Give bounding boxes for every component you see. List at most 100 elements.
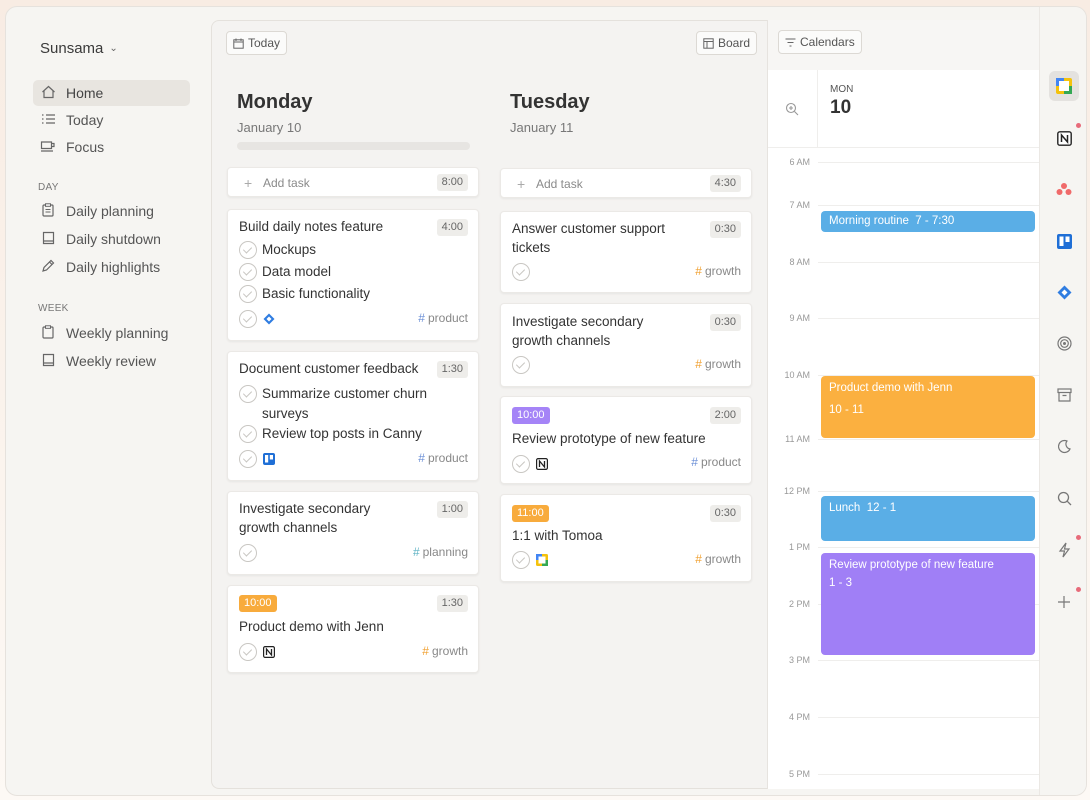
subtask-label: Summarize customer churn [262, 386, 428, 401]
add-task-button[interactable]: + Add task 8:00 [227, 167, 479, 197]
check-circle-icon[interactable] [239, 643, 257, 661]
check-circle-icon[interactable] [239, 285, 257, 303]
subtask[interactable]: Data model [239, 262, 331, 282]
board-button[interactable]: Board [696, 31, 758, 55]
tag-label: growth [431, 644, 468, 658]
hour-label: 2 PM [788, 599, 810, 609]
nav-label: Today [66, 112, 104, 128]
check-circle-icon[interactable] [239, 450, 257, 468]
workspace-switcher[interactable]: Sunsama ⌄ [40, 40, 118, 57]
section-label-week: WEEK [38, 303, 69, 314]
task-card[interactable]: 10:00 2:00 Review prototype of new featu… [500, 396, 752, 484]
calendar-event[interactable]: Lunch 12 - 1 [821, 496, 1035, 541]
task-time: 1:00 [436, 501, 468, 518]
tag[interactable]: # growth [695, 264, 741, 278]
calendar-event[interactable]: Review prototype of new feature 1 - 3 [821, 553, 1035, 655]
check-circle-icon[interactable] [512, 551, 530, 569]
task-card[interactable]: Build daily notes feature 4:00 Mockups D… [227, 209, 479, 341]
lightning-icon[interactable] [1053, 539, 1075, 561]
asana-icon[interactable] [1053, 178, 1075, 200]
clipboard-icon [39, 202, 57, 220]
hour-line [818, 774, 1039, 775]
subtask[interactable]: Mockups [239, 240, 316, 260]
check-circle-icon[interactable] [512, 356, 530, 374]
add-task-button[interactable]: + Add task 4:30 [500, 168, 752, 198]
nav-item-focus[interactable]: Focus [33, 134, 190, 160]
moon-icon[interactable] [1053, 435, 1075, 457]
nav-item-home[interactable]: Home [33, 80, 190, 106]
zoom-in-icon[interactable] [785, 102, 799, 121]
event-time: 7 - 7:30 [915, 215, 955, 227]
event-title: Morning routine [829, 215, 909, 227]
check-circle-icon[interactable] [239, 241, 257, 259]
task-card[interactable]: Investigate secondary growth channels 0:… [500, 303, 752, 387]
trello-icon[interactable] [1053, 230, 1075, 252]
plus-icon[interactable] [1053, 591, 1075, 613]
check-circle-icon[interactable] [239, 544, 257, 562]
tag[interactable]: # product [418, 311, 468, 325]
hour-label: 8 AM [789, 257, 810, 267]
tag[interactable]: # product [418, 451, 468, 465]
target-icon[interactable] [1053, 332, 1075, 354]
hash-icon: # [422, 644, 429, 658]
hour-label: 11 AM [785, 434, 810, 444]
task-card[interactable]: Document customer feedback 1:30 Summariz… [227, 351, 479, 481]
jira-icon[interactable] [1053, 281, 1075, 303]
task-card[interactable]: Answer customer support tickets 0:30 # gr… [500, 211, 752, 293]
tag[interactable]: # growth [695, 357, 741, 371]
calendar-event[interactable]: Morning routine 7 - 7:30 [821, 211, 1035, 232]
subtask[interactable]: Basic functionality [239, 284, 370, 304]
check-circle-icon[interactable] [239, 425, 257, 443]
tag[interactable]: # growth [695, 552, 741, 566]
notification-dot [1076, 123, 1081, 128]
search-icon[interactable] [1053, 487, 1075, 509]
nav-item-weekly-review[interactable]: Weekly review [33, 348, 190, 374]
nav-item-daily-highlights[interactable]: Daily highlights [33, 254, 190, 280]
tag-label: planning [422, 545, 468, 559]
tag[interactable]: # product [691, 455, 741, 469]
task-card[interactable]: Investigate secondary growth channels 1:… [227, 491, 479, 575]
tag[interactable]: # growth [422, 644, 468, 658]
tag[interactable]: # planning [413, 545, 468, 559]
task-title: Review prototype of new feature [512, 431, 706, 446]
day-progress-bar [237, 142, 470, 150]
book-icon [39, 353, 57, 370]
nav-item-weekly-planning[interactable]: Weekly planning [33, 320, 190, 346]
google-calendar-icon[interactable] [1049, 71, 1079, 101]
workspace-name: Sunsama [40, 40, 104, 57]
nav-item-daily-shutdown[interactable]: Daily shutdown [33, 226, 190, 252]
check-circle-icon[interactable] [239, 310, 257, 328]
task-card[interactable]: 10:00 1:30 Product demo with Jenn # growt… [227, 585, 479, 673]
event-title: Product demo with Jenn [829, 382, 953, 394]
tag-label: growth [704, 264, 741, 278]
plus-icon: + [244, 175, 253, 191]
nav-label: Weekly review [66, 353, 156, 369]
check-circle-icon[interactable] [239, 385, 257, 403]
cup-icon [39, 140, 57, 155]
hour-label: 4 PM [788, 712, 810, 722]
task-time: 4:00 [436, 219, 468, 236]
check-circle-icon[interactable] [512, 455, 530, 473]
task-time: 1:30 [436, 361, 468, 378]
archive-icon[interactable] [1053, 384, 1075, 406]
pen-icon [39, 259, 57, 276]
calendar-event[interactable]: Product demo with Jenn 10 - 11 [821, 376, 1035, 438]
app-window: Sunsama ⌄ Home Today Focus DAY D [5, 6, 1087, 796]
nav-item-daily-planning[interactable]: Daily planning [33, 198, 190, 224]
event-time: 12 - 1 [866, 502, 897, 514]
day-date: January 11 [510, 120, 574, 135]
today-button[interactable]: Today [226, 31, 288, 55]
subtask[interactable]: Summarize customer churn [239, 384, 427, 404]
notion-icon[interactable] [1053, 127, 1075, 149]
nav-item-today[interactable]: Today [33, 107, 190, 133]
subtask[interactable]: Review top posts in Canny [239, 424, 422, 444]
nav-label: Weekly planning [66, 325, 169, 341]
calendars-button[interactable]: Calendars [778, 30, 862, 54]
task-time: 0:30 [709, 221, 741, 238]
check-circle-icon[interactable] [512, 263, 530, 281]
hour-line [818, 375, 1039, 376]
book-icon [39, 231, 57, 248]
task-card[interactable]: 11:00 0:30 1:1 with Tomoa # growth [500, 494, 752, 582]
event-time: 1 - 3 [829, 577, 853, 589]
check-circle-icon[interactable] [239, 263, 257, 281]
